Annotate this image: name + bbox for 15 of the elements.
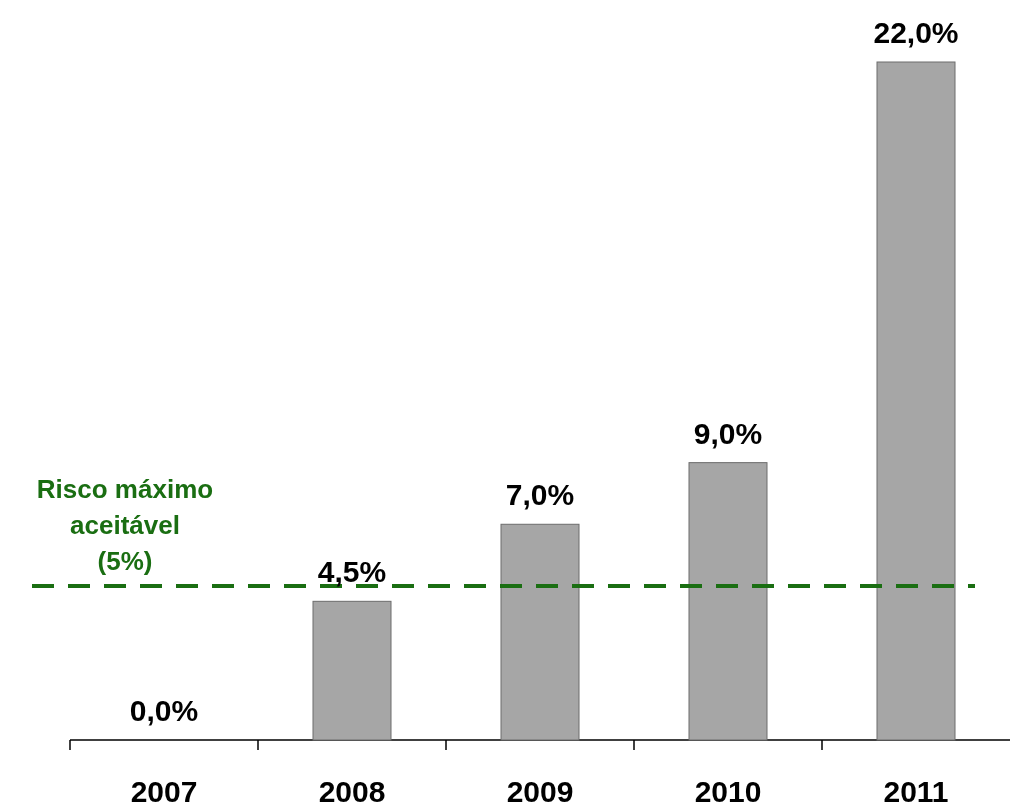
data-label: 7,0% — [505, 478, 575, 512]
data-label: 9,0% — [693, 416, 763, 450]
x-tick-label: 2010 — [694, 775, 762, 808]
x-tick-label: 2011 — [883, 775, 949, 808]
data-label: 0,0% — [129, 694, 199, 727]
bar — [500, 523, 580, 741]
bar — [876, 61, 956, 741]
bar — [688, 462, 768, 741]
x-tick-label: 2009 — [506, 775, 574, 808]
data-label: 4,5% — [317, 555, 387, 589]
x-tick-label: 2007 — [130, 775, 198, 808]
ref-line-label: Risco máximo aceitável (5%) — [36, 473, 214, 576]
x-tick-label: 2008 — [318, 775, 386, 808]
bar — [312, 600, 392, 741]
data-label: 22,0% — [873, 16, 959, 49]
